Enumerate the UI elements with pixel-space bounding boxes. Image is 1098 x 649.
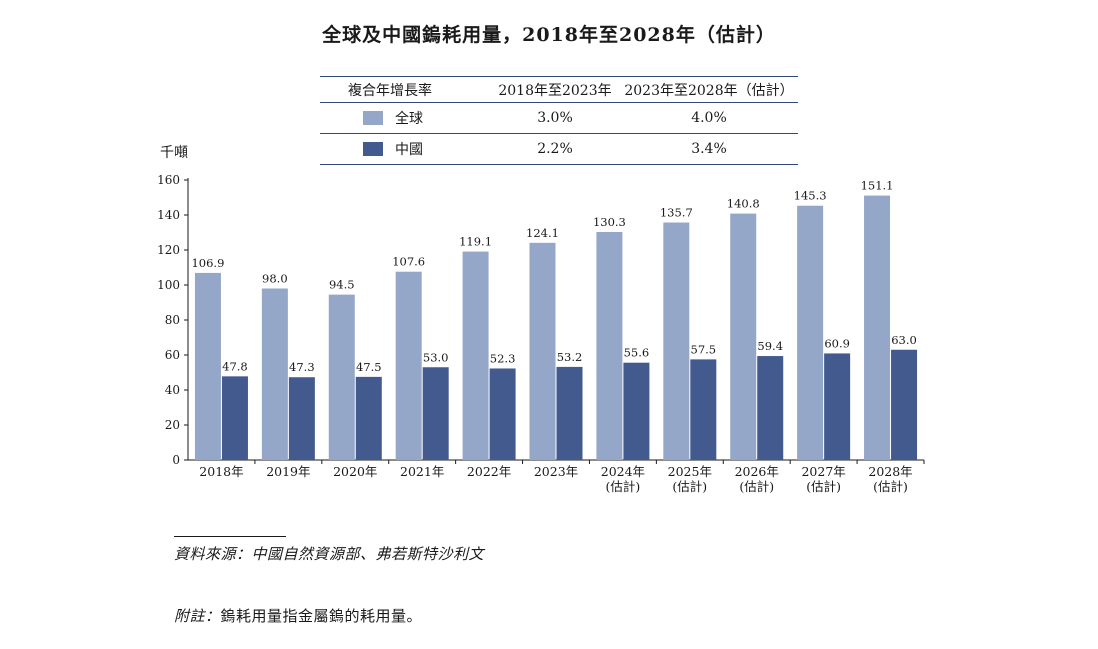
cagr-global-period1: 3.0% bbox=[537, 110, 573, 126]
legend-label-china: 中國 bbox=[395, 142, 423, 158]
x-category-label: 2018年 bbox=[199, 464, 243, 479]
cagr-table: 複合年增長率 2018年至2023年 2023年至2028年（估計） 全球 3.… bbox=[320, 76, 798, 165]
data-label-china: 63.0 bbox=[891, 333, 917, 347]
data-label-global: 135.7 bbox=[660, 206, 693, 220]
bar-china bbox=[623, 362, 650, 460]
x-category-label: (估計) bbox=[606, 479, 641, 494]
bar-china bbox=[556, 366, 583, 460]
data-label-china: 60.9 bbox=[824, 336, 850, 350]
data-label-global: 98.0 bbox=[262, 272, 288, 286]
data-label-china: 47.8 bbox=[222, 359, 248, 373]
data-label-china: 53.0 bbox=[423, 350, 449, 364]
x-category-label: 2025年 bbox=[668, 464, 712, 479]
cagr-header-period2: 2023年至2028年（估計） bbox=[624, 82, 794, 99]
x-category-label: 2024年 bbox=[601, 464, 645, 479]
x-category-label: 2019年 bbox=[266, 464, 310, 479]
y-tick-label: 40 bbox=[165, 383, 180, 397]
y-tick-label: 100 bbox=[157, 278, 180, 292]
x-category-label: (估計) bbox=[873, 479, 908, 494]
bar-global bbox=[328, 294, 355, 460]
bar-china bbox=[757, 356, 784, 460]
data-label-global: 124.1 bbox=[526, 226, 559, 240]
data-label-global: 94.5 bbox=[329, 278, 355, 292]
bar-global bbox=[529, 242, 556, 460]
bar-china bbox=[422, 367, 449, 460]
data-label-china: 55.6 bbox=[624, 346, 650, 360]
y-tick-label: 160 bbox=[157, 173, 180, 187]
x-category-label: (估計) bbox=[672, 479, 707, 494]
bar-china bbox=[288, 377, 315, 460]
bar-global bbox=[261, 288, 288, 460]
x-category-label: 2027年 bbox=[801, 464, 845, 479]
bar-china bbox=[489, 368, 516, 460]
y-tick-label: 80 bbox=[165, 313, 180, 327]
data-label-global: 107.6 bbox=[392, 255, 425, 269]
cagr-china-period2: 3.4% bbox=[691, 141, 727, 157]
bar-global bbox=[596, 231, 623, 460]
bar-global bbox=[864, 195, 891, 460]
x-category-label: 2021年 bbox=[400, 464, 444, 479]
bar-china bbox=[891, 349, 918, 460]
legend-label-global: 全球 bbox=[395, 111, 423, 127]
x-category-label: 2023年 bbox=[534, 464, 578, 479]
bar-global bbox=[797, 205, 824, 460]
bar-china bbox=[690, 359, 717, 460]
cagr-header-label: 複合年增長率 bbox=[348, 82, 432, 99]
chart-title: 全球及中國鎢耗用量，2018年至2028年（估計） bbox=[322, 24, 776, 46]
bar-global bbox=[462, 251, 489, 460]
data-label-global: 151.1 bbox=[861, 179, 894, 193]
x-category-label: 2020年 bbox=[333, 464, 377, 479]
footnote: 附註：鎢耗用量指金屬鎢的耗用量。 bbox=[174, 605, 422, 626]
footnote-text: 鎢耗用量指金屬鎢的耗用量。 bbox=[220, 607, 423, 625]
y-tick-label: 60 bbox=[165, 348, 180, 362]
data-label-global: 140.8 bbox=[727, 197, 760, 211]
data-label-global: 106.9 bbox=[191, 256, 224, 270]
legend-swatch-china bbox=[363, 142, 383, 156]
bar-global bbox=[730, 213, 757, 460]
x-category-label: (估計) bbox=[739, 479, 774, 494]
x-category-label: 2022年 bbox=[467, 464, 511, 479]
x-category-label: 2028年 bbox=[868, 464, 912, 479]
y-tick-label: 0 bbox=[172, 453, 180, 467]
data-label-global: 145.3 bbox=[794, 189, 827, 203]
data-label-china: 59.4 bbox=[757, 339, 783, 353]
y-tick-label: 20 bbox=[165, 418, 180, 432]
source-divider bbox=[174, 536, 286, 537]
data-label-global: 119.1 bbox=[459, 235, 492, 249]
bar-china bbox=[824, 353, 851, 460]
y-tick-label: 140 bbox=[157, 208, 180, 222]
cagr-row-global: 全球 3.0% 4.0% bbox=[320, 103, 798, 134]
data-label-china: 53.2 bbox=[557, 350, 583, 364]
x-category-label: 2026年 bbox=[735, 464, 779, 479]
cagr-header-row: 複合年增長率 2018年至2023年 2023年至2028年（估計） bbox=[320, 76, 798, 103]
cagr-china-period1: 2.2% bbox=[537, 141, 573, 157]
bar-china bbox=[221, 376, 248, 460]
bar-global bbox=[395, 271, 422, 460]
data-label-china: 47.3 bbox=[289, 360, 315, 374]
source-note: 資料來源：中國自然資源部、弗若斯特沙利文 bbox=[174, 545, 485, 563]
bar-global bbox=[663, 222, 690, 460]
x-category-label: (估計) bbox=[806, 479, 841, 494]
cagr-global-period2: 4.0% bbox=[691, 110, 727, 126]
y-tick-label: 120 bbox=[157, 243, 180, 257]
data-label-global: 130.3 bbox=[593, 215, 626, 229]
data-label-china: 57.5 bbox=[691, 342, 717, 356]
cagr-header-period1: 2018年至2023年 bbox=[498, 82, 612, 99]
cagr-row-china: 中國 2.2% 3.4% bbox=[320, 134, 798, 165]
bar-global bbox=[194, 272, 221, 460]
y-axis-unit-label: 千噸 bbox=[160, 145, 188, 161]
bar-chart: 0 20 40 60 80 100 120 140 160 106.9 47.8 2018年 98.0 4… bbox=[157, 173, 925, 494]
footnote-label: 附註： bbox=[174, 607, 221, 625]
data-label-china: 52.3 bbox=[490, 351, 516, 365]
data-label-china: 47.5 bbox=[356, 360, 382, 374]
bar-china bbox=[355, 376, 382, 460]
legend-swatch-global bbox=[363, 111, 383, 125]
